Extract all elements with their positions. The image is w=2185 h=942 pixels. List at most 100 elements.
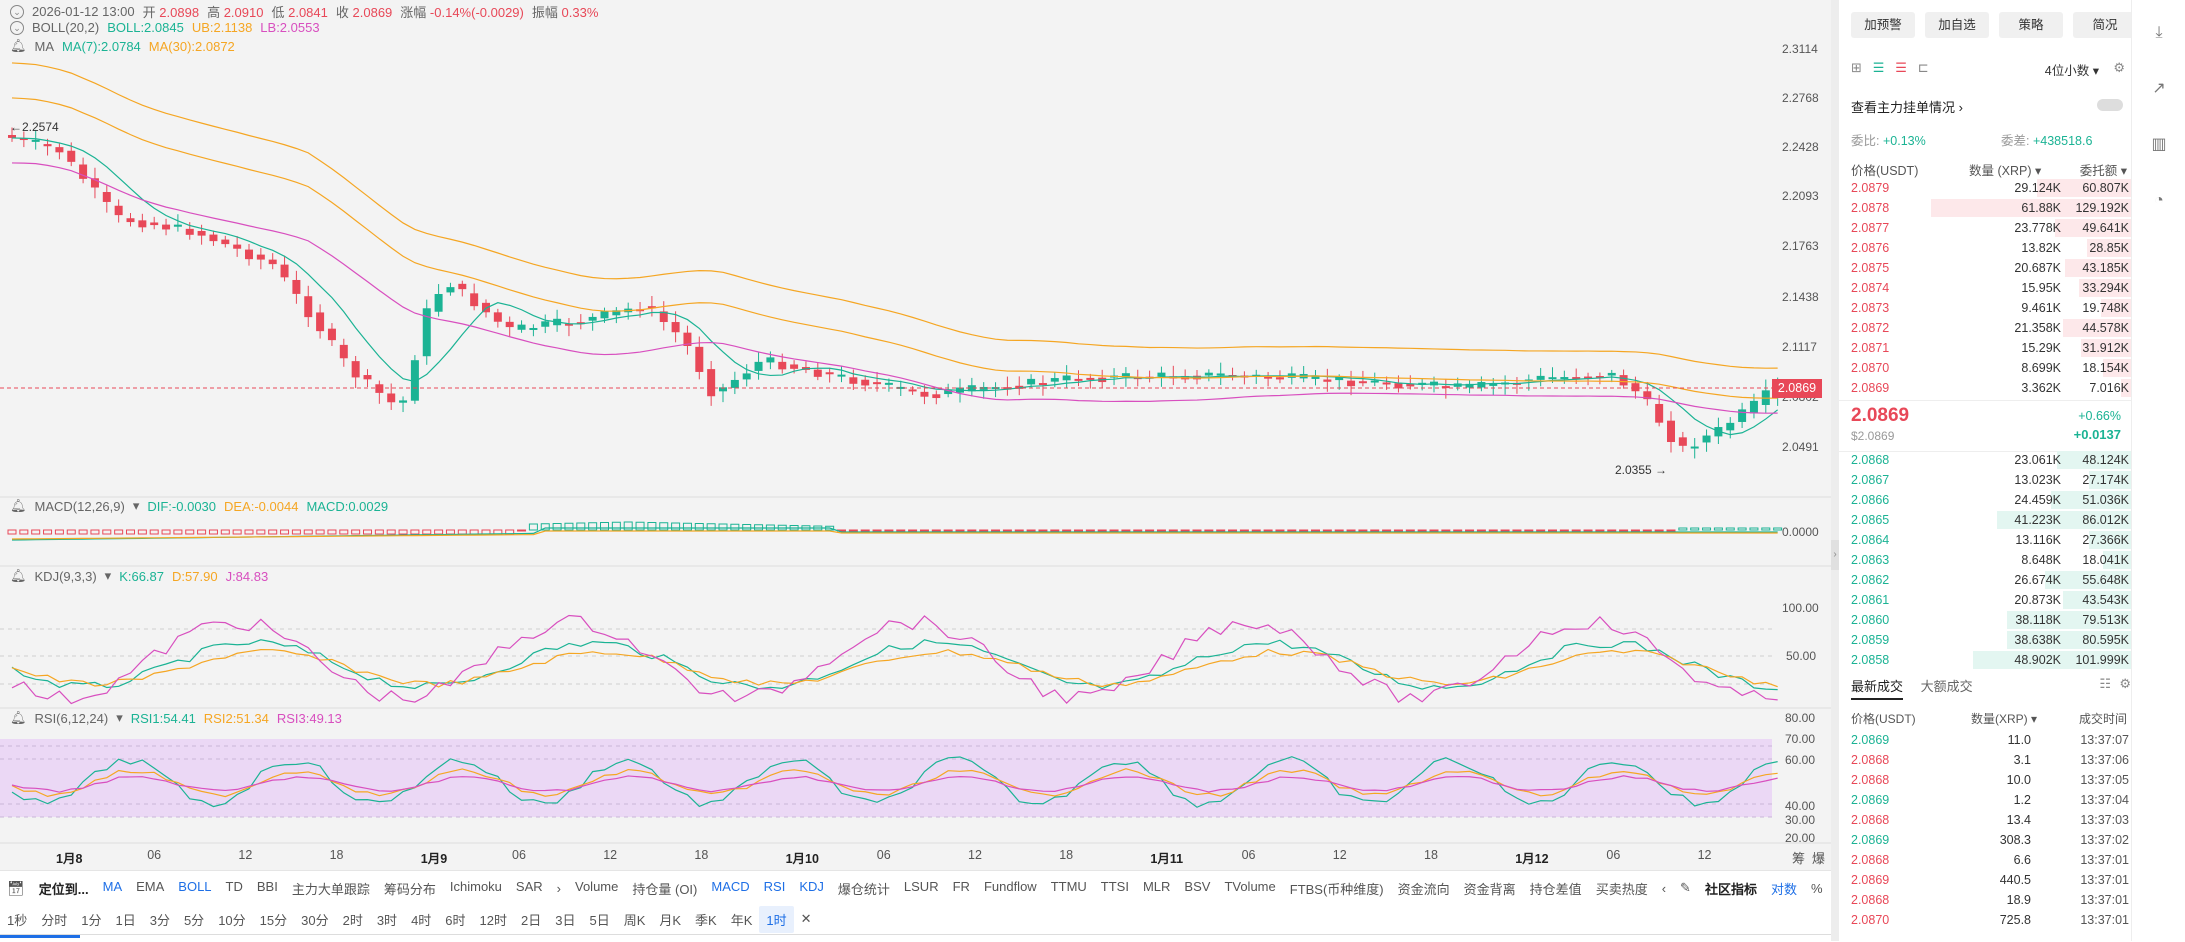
bell-icon[interactable]: 🔔︎ (10, 710, 27, 725)
bell-icon[interactable]: 🔔︎ (10, 568, 27, 583)
percent-scale-button[interactable]: % (1810, 880, 1823, 896)
edit-icon[interactable]: ✎ (1680, 880, 1691, 895)
period-4[interactable]: 3分 (149, 912, 170, 928)
period-2[interactable]: 1分 (81, 912, 102, 928)
gauge-icon[interactable]: ◔ (2154, 192, 2164, 209)
sub-indicator-8[interactable]: Fundflow (983, 878, 1037, 894)
bell-icon[interactable]: 🔔︎ (10, 498, 27, 513)
settings-icon[interactable]: ⚙ (2119, 676, 2131, 691)
community-indicators-button[interactable]: 社区指标 (1704, 881, 1757, 897)
close-icon[interactable]: ✕ (800, 911, 812, 926)
locate-button[interactable]: 定位到... (38, 881, 89, 897)
bid-row[interactable]: 2.0863 8.648K 18.041K (1851, 550, 2131, 570)
bid-row[interactable]: 2.0866 24.459K 51.036K (1851, 490, 2131, 510)
main-indicator-3[interactable]: TD (225, 878, 243, 894)
sub-indicator-7[interactable]: FR (952, 878, 970, 894)
sub-indicator-18[interactable]: 买卖热度 (1595, 881, 1648, 897)
main-indicator-2[interactable]: BOLL (178, 878, 212, 894)
ask-row[interactable]: 2.0872 21.358K 44.578K (1851, 318, 2131, 338)
chevron-left-icon[interactable]: ‹ (1661, 880, 1667, 896)
trade-qty-select[interactable]: 数量(XRP) ▾ (1971, 712, 2038, 726)
main-indicator-1[interactable]: EMA (136, 878, 165, 894)
sub-indicator-17[interactable]: 持仓差值 (1529, 881, 1582, 897)
period-3[interactable]: 1日 (115, 912, 136, 928)
ask-row[interactable]: 2.0870 8.699K 18.154K (1851, 358, 2131, 378)
period-13[interactable]: 12时 (479, 912, 507, 928)
period-5[interactable]: 5分 (183, 912, 205, 928)
main-indicator-7[interactable]: Ichimoku (449, 878, 502, 894)
sub-indicator-4[interactable]: KDJ (799, 878, 824, 894)
sub-indicator-10[interactable]: TTSI (1100, 878, 1129, 894)
period-16[interactable]: 5日 (589, 912, 610, 928)
sub-indicator-6[interactable]: LSUR (903, 878, 939, 894)
layout-both-icon[interactable]: ⊞ (1851, 60, 1862, 75)
axis-tool-1[interactable]: 爆 (1812, 851, 1826, 866)
period-17[interactable]: 周K (623, 912, 646, 928)
ask-row[interactable]: 2.0875 20.687K 43.185K (1851, 258, 2131, 278)
period-9[interactable]: 2时 (342, 912, 363, 928)
settings-icon[interactable]: ⚙ (2113, 60, 2125, 75)
total-select[interactable]: 委托额 ▾ (2079, 164, 2127, 178)
collapse-handle[interactable]: › (1831, 540, 1839, 570)
caret-down-icon[interactable]: ▾ (104, 568, 112, 583)
ask-row[interactable]: 2.0879 29.124K 60.807K (1851, 178, 2131, 198)
list-icon[interactable]: ☷ (2099, 676, 2111, 691)
sub-indicator-11[interactable]: MLR (1142, 878, 1171, 894)
period-20[interactable]: 年K (730, 912, 753, 928)
chevron-down-icon[interactable]: ⌄ (10, 20, 24, 35)
panel-divider[interactable]: › (1831, 0, 1839, 941)
bid-row[interactable]: 2.0860 38.118K 79.513K (1851, 610, 2131, 630)
depth-icon[interactable]: ⊏ (1917, 60, 1929, 75)
chart-area[interactable]: ⌄ 2026-01-12 13:00 开 2.0898 高 2.0910 低 2… (0, 0, 1831, 870)
tab-large-trades[interactable]: 大额成交 (1920, 679, 1973, 694)
period-12[interactable]: 6时 (445, 912, 466, 928)
ask-row[interactable]: 2.0874 15.95K 33.294K (1851, 278, 2131, 298)
caret-down-icon[interactable]: ▾ (116, 710, 123, 725)
sub-indicator-13[interactable]: TVolume (1224, 878, 1276, 894)
sub-indicator-3[interactable]: RSI (763, 878, 786, 894)
sub-indicator-2[interactable]: MACD (711, 878, 750, 894)
period-1[interactable]: 分时 (41, 912, 68, 928)
main-indicator-4[interactable]: BBI (256, 878, 278, 894)
decimals-select[interactable]: 4位小数 ▾ (2044, 64, 2099, 78)
ask-row[interactable]: 2.0873 9.461K 19.748K (1851, 298, 2131, 318)
bid-row[interactable]: 2.0862 26.674K 55.648K (1851, 570, 2131, 590)
ask-row[interactable]: 2.0869 3.362K 7.016K (1851, 378, 2131, 398)
period-14[interactable]: 2日 (521, 912, 542, 928)
main-indicator-0[interactable]: MA (102, 878, 123, 894)
period-10[interactable]: 3时 (376, 912, 398, 928)
candlestick-chart[interactable] (0, 0, 1831, 870)
layout-asks-icon[interactable]: ☰ (1895, 60, 1907, 75)
sub-indicator-9[interactable]: TTMU (1050, 878, 1087, 894)
caret-down-icon[interactable]: ▾ (132, 498, 140, 513)
ask-row[interactable]: 2.0876 13.82K 28.85K (1851, 238, 2131, 258)
main-indicator-5[interactable]: 主力大单跟踪 (291, 881, 370, 897)
period-15[interactable]: 3日 (555, 912, 576, 928)
bid-row[interactable]: 2.0867 13.023K 27.174K (1851, 470, 2131, 490)
layout-bids-icon[interactable]: ☰ (1872, 60, 1885, 75)
period-18[interactable]: 月K (659, 912, 682, 928)
bid-row[interactable]: 2.0858 48.902K 101.999K (1851, 650, 2131, 670)
sub-indicator-5[interactable]: 爆仓统计 (837, 881, 890, 897)
download-icon[interactable]: ⤓ (2155, 24, 2163, 41)
action-button-2[interactable]: 策略 (1999, 12, 2063, 38)
axis-tool-0[interactable]: 筹 (1792, 851, 1806, 866)
trend-icon[interactable]: ↗ (2152, 80, 2166, 97)
chevron-right-icon[interactable]: › (556, 880, 561, 896)
action-button-0[interactable]: 加预警 (1851, 12, 1915, 38)
period-6[interactable]: 10分 (218, 912, 246, 928)
action-button-1[interactable]: 加自选 (1925, 12, 1989, 38)
ask-row[interactable]: 2.0877 23.778K 49.641K (1851, 218, 2131, 238)
period-7[interactable]: 15分 (259, 912, 288, 928)
period-8[interactable]: 30分 (301, 912, 329, 928)
sub-indicator-14[interactable]: FTBS(币种维度) (1289, 881, 1384, 897)
main-indicator-6[interactable]: 筹码分布 (383, 881, 436, 897)
period-19[interactable]: 季K (695, 912, 717, 928)
main-orders-toggle[interactable] (2097, 99, 2123, 111)
bar-chart-icon[interactable]: ▥ (2151, 136, 2167, 153)
bid-row[interactable]: 2.0864 13.116K 27.366K (1851, 530, 2131, 550)
action-button-3[interactable]: 简况 (2073, 12, 2137, 38)
main-indicator-8[interactable]: SAR (515, 878, 543, 894)
sub-indicator-1[interactable]: 持仓量 (OI) (632, 881, 698, 897)
main-orders-link[interactable]: 查看主力挂单情况 › (1851, 100, 1963, 115)
